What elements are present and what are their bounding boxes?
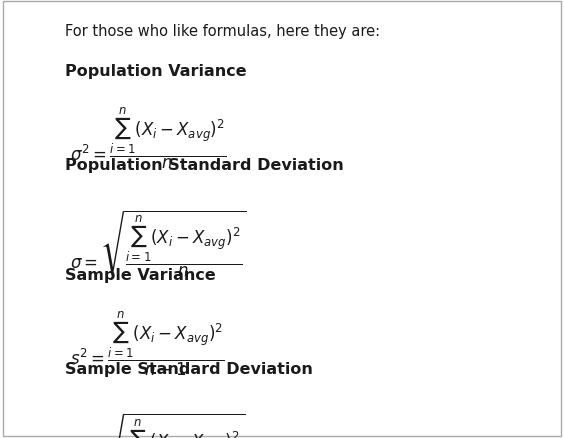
Text: $\sigma = \sqrt{\dfrac{\sum_{i=1}^{n}(X_i - X_{avg})^2}{n}}$: $\sigma = \sqrt{\dfrac{\sum_{i=1}^{n}(X_… [70, 208, 247, 279]
Text: $\sigma^2 = \dfrac{\sum_{i=1}^{n}(X_i - X_{avg})^2}{n}$: $\sigma^2 = \dfrac{\sum_{i=1}^{n}(X_i - … [70, 105, 227, 170]
Text: Population Standard Deviation: Population Standard Deviation [65, 158, 343, 173]
Text: $s^2 = \dfrac{\sum_{i=1}^{n}(X_i - X_{avg})^2}{n-1}$: $s^2 = \dfrac{\sum_{i=1}^{n}(X_i - X_{av… [70, 309, 225, 377]
Text: Sample Standard Deviation: Sample Standard Deviation [65, 361, 312, 376]
Text: $s = \sqrt{\dfrac{\sum_{i=1}^{n}(X_i - X_{avg})^2}{n-1}}$: $s = \sqrt{\dfrac{\sum_{i=1}^{n}(X_i - X… [70, 411, 246, 438]
Text: For those who like formulas, here they are:: For those who like formulas, here they a… [65, 24, 380, 39]
Text: Sample Variance: Sample Variance [65, 267, 215, 282]
Text: Population Variance: Population Variance [65, 64, 246, 78]
